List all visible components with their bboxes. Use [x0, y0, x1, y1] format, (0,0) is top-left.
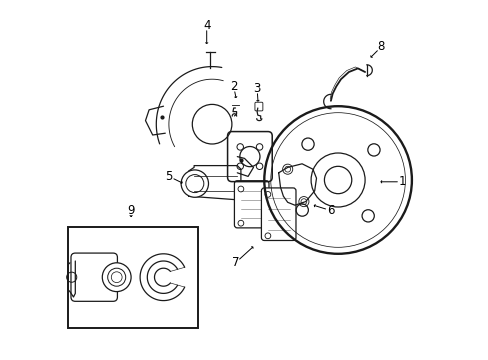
Text: 3: 3	[253, 82, 260, 95]
Text: 8: 8	[377, 40, 384, 53]
Text: 1: 1	[398, 175, 406, 188]
Text: 9: 9	[127, 204, 135, 217]
Polygon shape	[188, 166, 241, 200]
Circle shape	[102, 263, 131, 292]
Text: 2: 2	[229, 80, 237, 93]
FancyBboxPatch shape	[71, 253, 117, 301]
Text: 6: 6	[326, 204, 334, 217]
Bar	[68, 227, 197, 328]
Polygon shape	[278, 164, 316, 205]
Text: 7: 7	[231, 256, 239, 269]
Circle shape	[181, 170, 208, 197]
Text: 5: 5	[165, 170, 172, 183]
FancyBboxPatch shape	[261, 188, 295, 240]
Text: 10: 10	[148, 300, 163, 312]
FancyBboxPatch shape	[234, 181, 268, 228]
Text: 4: 4	[203, 19, 210, 32]
